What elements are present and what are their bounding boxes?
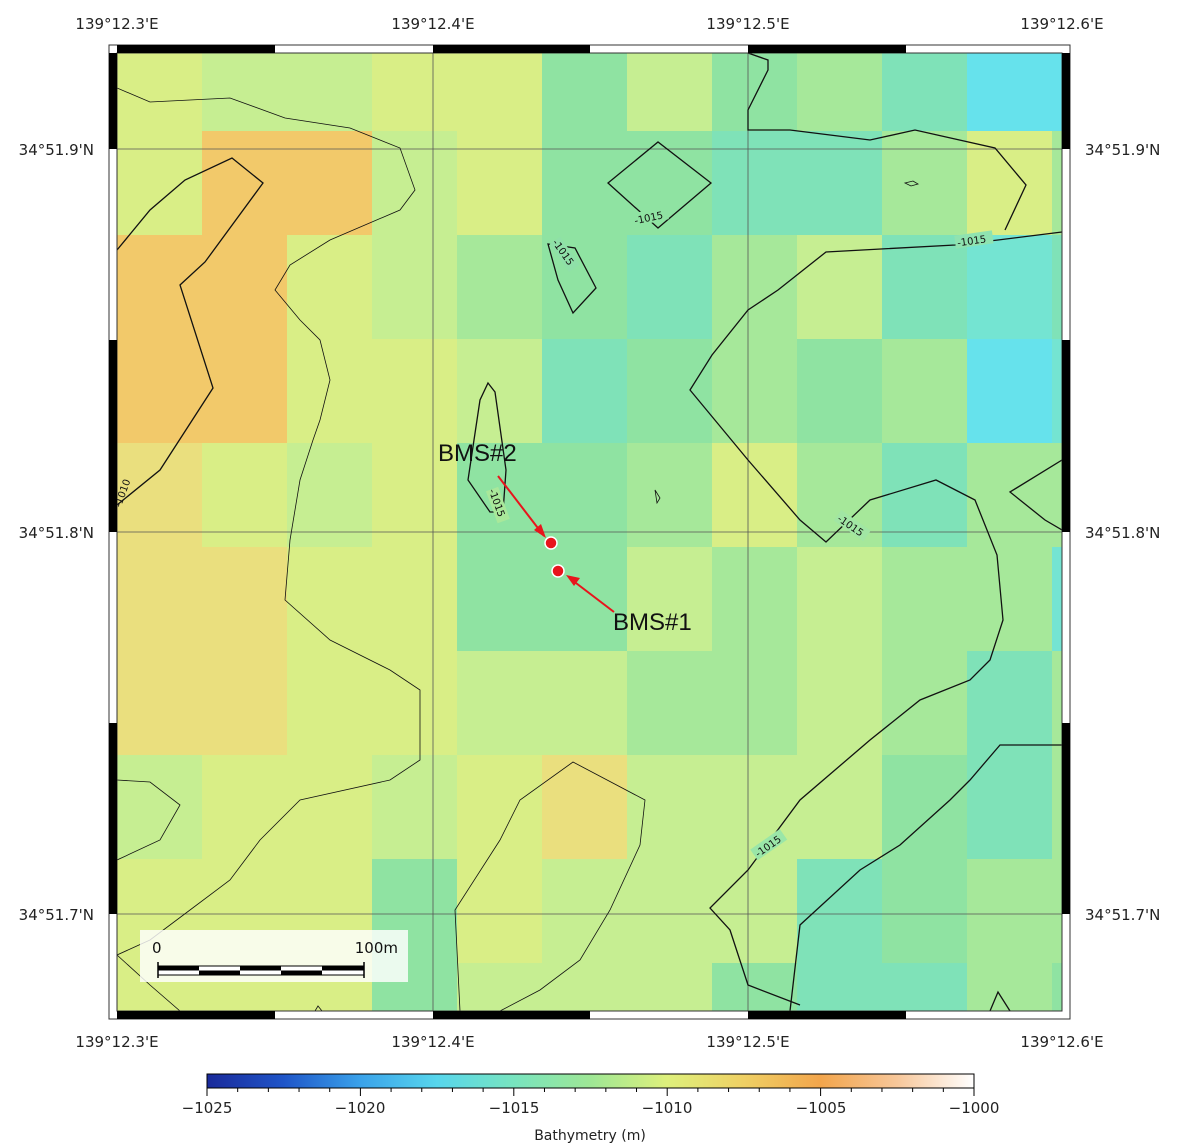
scale-start-label: 0 [152, 939, 162, 957]
site-marker[interactable] [544, 536, 558, 550]
colorbar-ticks [206, 1088, 975, 1096]
lat-label: 34°51.9'N [1085, 141, 1160, 159]
lat-label: 34°51.7'N [1085, 906, 1160, 924]
colorbar-tick-label: −1015 [489, 1099, 540, 1117]
site-bms1[interactable]: BMS#1 [551, 564, 692, 636]
scale-end-label: 100m [355, 939, 398, 957]
colorbar-tick-label: −1010 [642, 1099, 693, 1117]
site-marker[interactable] [551, 564, 565, 578]
latitude-labels-left: 34°51.9'N 34°51.8'N 34°51.7'N [19, 141, 94, 924]
lat-label: 34°51.9'N [19, 141, 94, 159]
site-bms2[interactable]: BMS#2 [438, 440, 558, 550]
site-label-bms2: BMS#2 [438, 440, 517, 467]
colorbar-tick-label: −1005 [796, 1099, 847, 1117]
contour-lines [117, 53, 1062, 1011]
bathymetry-grid [117, 53, 1062, 1011]
lon-label: 139°12.4'E [391, 1033, 474, 1051]
lon-label: 139°12.4'E [391, 15, 474, 33]
sample-sites: BMS#2 BMS#1 [438, 440, 692, 636]
map-frame [108, 44, 1071, 1020]
graticule [117, 53, 1062, 1011]
lon-label: 139°12.6'E [1020, 1033, 1103, 1051]
lon-label: 139°12.3'E [75, 15, 158, 33]
lon-label: 139°12.6'E [1020, 15, 1103, 33]
colorbar: −1025 −1020 −1015 −1010 −1005 −1000 Bath… [182, 1073, 1000, 1144]
colorbar-tick-label: −1000 [949, 1099, 1000, 1117]
colorbar-title: Bathymetry (m) [534, 1128, 646, 1144]
contour-label: -1015 [957, 234, 987, 249]
lat-label: 34°51.8'N [19, 524, 94, 542]
scale-bar: 0 100m [140, 930, 408, 982]
lon-label: 139°12.5'E [706, 15, 789, 33]
latitude-labels-right: 34°51.9'N 34°51.8'N 34°51.7'N [1085, 141, 1160, 924]
lat-label: 34°51.8'N [1085, 524, 1160, 542]
site-label-bms1: BMS#1 [613, 609, 692, 636]
lon-label: 139°12.5'E [706, 1033, 789, 1051]
lat-label: 34°51.7'N [19, 906, 94, 924]
colorbar-gradient [206, 1073, 975, 1089]
colorbar-tick-label: −1020 [335, 1099, 386, 1117]
colorbar-tick-label: −1025 [182, 1099, 233, 1117]
lon-label: 139°12.3'E [75, 1033, 158, 1051]
longitude-labels-top: 139°12.3'E 139°12.4'E 139°12.5'E 139°12.… [75, 15, 1103, 33]
longitude-labels-bottom: 139°12.3'E 139°12.4'E 139°12.5'E 139°12.… [75, 1033, 1103, 1051]
